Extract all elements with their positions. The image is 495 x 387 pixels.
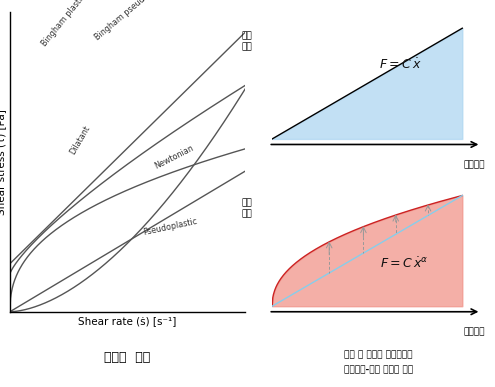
Text: 변형속도-하중 그래프 개형: 변형속도-하중 그래프 개형 xyxy=(344,365,413,374)
Text: Dilatant: Dilatant xyxy=(69,123,93,156)
X-axis label: Shear rate (ṡ) [s⁻¹]: Shear rate (ṡ) [s⁻¹] xyxy=(78,316,177,326)
Text: 유체의  종류: 유체의 종류 xyxy=(104,351,150,364)
Y-axis label: Shear stress (τ) [Pa]: Shear stress (τ) [Pa] xyxy=(0,109,6,215)
Text: 선형 및 비선형 감켔장치의: 선형 및 비선형 감켔장치의 xyxy=(345,351,413,360)
Text: 변형속도: 변형속도 xyxy=(464,328,485,337)
Text: 가력
응력: 가력 응력 xyxy=(241,31,252,51)
Text: Pseudoplastic: Pseudoplastic xyxy=(142,216,198,237)
Text: $F = C\,\dot{x}$: $F = C\,\dot{x}$ xyxy=(379,58,421,72)
Text: Bingham plastic: Bingham plastic xyxy=(40,0,88,48)
Text: Bingham pseudoplastic: Bingham pseudoplastic xyxy=(94,0,171,42)
Text: $F = C\,\dot{x}^{\alpha}$: $F = C\,\dot{x}^{\alpha}$ xyxy=(380,257,428,271)
Text: 가력
응력: 가력 응력 xyxy=(241,199,252,218)
Text: 변형속도: 변형속도 xyxy=(464,161,485,170)
Text: Newtonian: Newtonian xyxy=(153,143,196,171)
